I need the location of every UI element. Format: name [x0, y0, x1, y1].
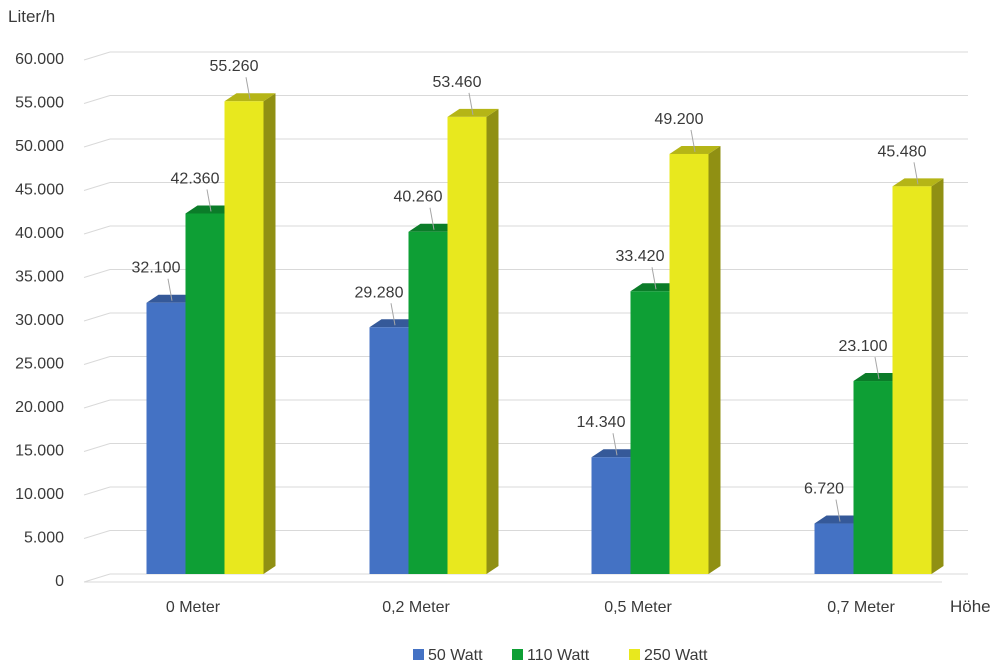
y-axis-label: Liter/h: [8, 7, 55, 26]
leader-line: [429, 207, 435, 230]
y-tick-label: 0: [55, 573, 64, 590]
y-tick-label: 30.000: [15, 312, 64, 329]
bar-250-watt: [447, 116, 487, 574]
bar-50-watt: [369, 327, 409, 574]
y-tick-label: 55.000: [15, 95, 64, 112]
bar-50-watt: [814, 523, 854, 574]
y-tick-label: 35.000: [15, 269, 64, 286]
gridline-depth: [83, 269, 111, 278]
y-tick-label: 20.000: [15, 399, 64, 416]
bars: [146, 93, 944, 574]
bar-110-watt: [630, 291, 670, 574]
data-label: 14.340: [577, 414, 626, 431]
bar-50-watt: [146, 302, 186, 574]
bar-side: [931, 178, 944, 574]
leader-line: [690, 129, 696, 153]
category-label: 0,7 Meter: [827, 599, 895, 616]
bar-110-watt: [185, 213, 225, 574]
gridline-depth: [83, 138, 111, 148]
gridline-depth: [83, 530, 111, 539]
y-tick-label: 60.000: [15, 51, 64, 68]
leader-line: [167, 278, 173, 301]
data-label: 49.200: [655, 111, 704, 128]
gridline-depth: [83, 182, 111, 191]
category-label: 0 Meter: [166, 599, 221, 616]
axes: 0 5.000 10.000 15.000 20.000 25.000 30.000 35.0…: [15, 51, 942, 616]
category-label: 0,5 Meter: [604, 599, 672, 616]
y-tick-label: 40.000: [15, 225, 64, 242]
gridline-depth: [83, 356, 111, 365]
leader-line: [913, 162, 919, 185]
data-label: 53.460: [433, 74, 482, 91]
data-label: 42.360: [171, 170, 220, 187]
bar-110-watt: [408, 231, 448, 574]
y-tick-label: 25.000: [15, 356, 64, 373]
gridline-depth: [83, 95, 111, 104]
data-label: 40.260: [394, 189, 443, 206]
bar-250-watt: [669, 153, 709, 574]
leader-line: [874, 356, 880, 380]
leader-line: [612, 433, 618, 456]
gridline-depth: [83, 443, 111, 452]
leader-line: [468, 92, 474, 115]
legend-swatch: [413, 649, 424, 660]
leader-line: [390, 303, 396, 326]
data-label: 32.100: [132, 260, 181, 277]
bar-250-watt: [224, 101, 264, 574]
legend-label: 50 Watt: [428, 647, 483, 664]
data-label: 55.260: [210, 58, 259, 75]
y-tick-label: 50.000: [15, 138, 64, 155]
bar-side: [708, 145, 721, 574]
bar-110-watt: [853, 381, 893, 574]
bar-side: [486, 108, 499, 574]
y-tick-label: 10.000: [15, 486, 64, 503]
gridline-depth: [83, 312, 111, 322]
data-label: 33.420: [616, 248, 665, 265]
x-axis-label: Höhe: [950, 597, 991, 616]
legend: 50 Watt 110 Watt 250 Watt: [413, 647, 708, 664]
gridline-depth: [83, 486, 111, 496]
y-tick-label: 45.000: [15, 182, 64, 199]
legend-swatch: [629, 649, 640, 660]
gridline-depth: [83, 399, 111, 409]
bar-50-watt: [591, 457, 631, 574]
category-label: 0,2 Meter: [382, 599, 450, 616]
gridline-depth: [83, 573, 111, 583]
y-tick-label: 5.000: [24, 530, 64, 547]
leader-line: [835, 499, 841, 522]
legend-label: 250 Watt: [644, 647, 708, 664]
data-label: 29.280: [355, 284, 404, 301]
leader-line: [245, 77, 251, 100]
y-tick-label: 15.000: [15, 443, 64, 460]
gridline-depth: [83, 225, 111, 235]
bar-side: [263, 93, 276, 574]
leader-line: [206, 189, 212, 212]
data-label: 23.100: [839, 338, 888, 355]
bar-250-watt: [892, 186, 932, 574]
leader-line: [651, 267, 657, 290]
gridline-depth: [83, 51, 111, 61]
data-labels: 32.100 42.360 55.260 29.280 40.260 53.460 14.3…: [132, 58, 927, 522]
legend-label: 110 Watt: [527, 647, 590, 664]
data-label: 45.480: [878, 143, 927, 160]
legend-swatch: [512, 649, 523, 660]
data-label: 6.720: [804, 481, 844, 498]
